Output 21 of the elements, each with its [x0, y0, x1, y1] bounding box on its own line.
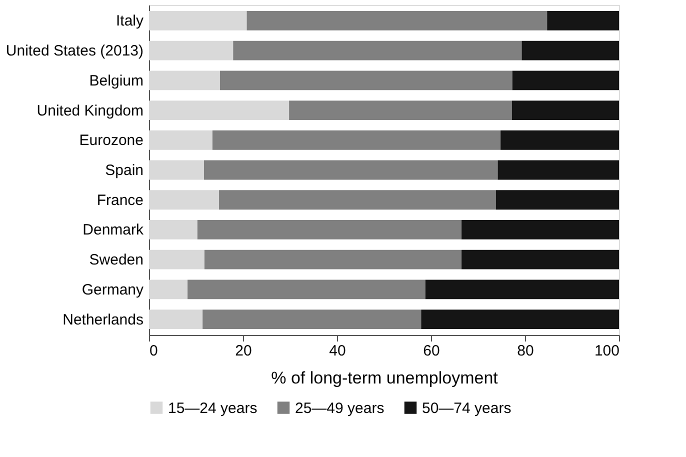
x-tick-label: 40: [329, 342, 346, 360]
x-tick-label: 0: [150, 342, 158, 360]
legend-label: 25—49 years: [295, 400, 384, 417]
y-tick-label: Germany: [82, 281, 144, 298]
x-tick-label: 80: [517, 342, 534, 360]
x-tick-label: 20: [235, 342, 252, 360]
legend-label: 15—24 years: [168, 400, 258, 417]
x-tick-label: 60: [423, 342, 440, 360]
x-tick-label: 100: [594, 342, 620, 360]
y-tick-label: Belgium: [89, 72, 144, 90]
y-tick-label: United Kingdom: [36, 102, 144, 120]
x-axis-title: % of long-term unemployment: [271, 368, 498, 388]
y-tick-label: France: [96, 192, 144, 209]
y-tick-label: Eurozone: [79, 132, 144, 150]
legend-label: 50—74 years: [422, 400, 512, 417]
y-tick-label: Sweden: [89, 252, 144, 269]
y-tick-label: Spain: [105, 162, 144, 179]
y-tick-label: Denmark: [82, 222, 144, 239]
y-tick-label: United States (2013): [6, 42, 144, 60]
y-tick-label: Netherlands: [62, 311, 144, 328]
y-tick-label: Italy: [116, 12, 144, 30]
